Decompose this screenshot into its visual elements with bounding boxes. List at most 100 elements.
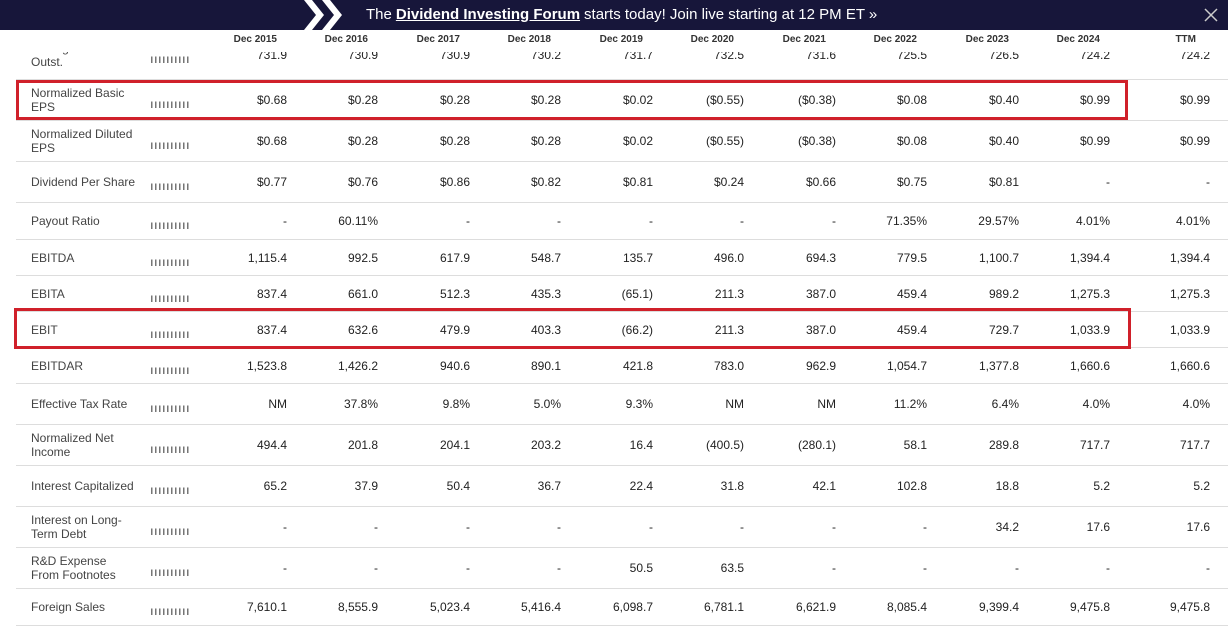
cell-value: 717.7	[1079, 438, 1110, 452]
cell-value: $0.02	[622, 93, 653, 107]
cell-value: 211.3	[714, 322, 744, 337]
cell-value: 729.7	[988, 322, 1019, 337]
cell-value: -	[283, 214, 287, 228]
cell-value: 34.2	[995, 520, 1019, 534]
cell-value: NM	[725, 397, 744, 411]
cell-value: $0.24	[713, 175, 744, 189]
cell-value: $0.28	[530, 134, 561, 148]
cell-value: 1,033.9	[1169, 322, 1210, 337]
cell-value: $0.08	[896, 134, 927, 148]
sparkline	[151, 478, 189, 494]
sparkline	[151, 357, 189, 374]
cell-value: 5.0%	[533, 397, 561, 411]
row-label: EBITA	[31, 286, 65, 301]
cell-value: 1,660.6	[1169, 358, 1210, 373]
sparkline	[151, 213, 189, 229]
table-row: R&D Expense From Footnotes - - - - 50.5 63.5 - -…	[16, 548, 1228, 589]
row-label: Effective Tax Rate	[31, 397, 128, 411]
chevron-icon	[304, 0, 342, 30]
cell-value: 9.8%	[442, 397, 470, 411]
cell-value: 494.4	[256, 438, 287, 452]
cell-value: 459.4	[896, 286, 927, 301]
table-row: Normalized Net Income 494.4 201.8 204.1 203.…	[16, 425, 1228, 466]
cell-value: -	[283, 561, 287, 575]
cell-value: 1,426.2	[337, 358, 378, 373]
table-header: Dec 2015 Dec 2016 Dec 2017 Dec 2018 Dec 2019…	[0, 30, 1228, 52]
cell-value: $0.99	[1079, 134, 1110, 148]
table-row: Dividend Per Share $0.77 $0.76 $0.86 $0.82 $0…	[16, 162, 1228, 203]
cell-value: 1,054.7	[886, 358, 927, 373]
row-label: Normalized Net Income	[31, 431, 114, 459]
cell-value: $0.77	[256, 175, 287, 189]
cell-value: 16.4	[629, 438, 653, 452]
sparkline	[151, 437, 189, 453]
row-label: EBITDAR	[31, 358, 84, 373]
cell-value: 1,115.4	[247, 250, 287, 265]
banner-link[interactable]: Dividend Investing Forum	[395, 6, 581, 23]
cell-value: 58.1	[903, 438, 927, 452]
cell-value: NM	[817, 397, 836, 411]
cell-value: 479.9	[439, 322, 470, 337]
cell-value: -	[557, 561, 561, 575]
column-header: Dec 2018	[507, 34, 551, 45]
cell-value: 1,377.8	[978, 358, 1019, 373]
cell-value: 1,275.3	[1069, 286, 1110, 301]
sparkline	[151, 133, 189, 149]
table-row: EBITDAR 1,523.8 1,426.2 940.6 890.1 421.8 783.…	[16, 348, 1228, 384]
table-row: Foreign Sales 7,610.1 8,555.9 5,023.4 5,416.…	[16, 589, 1228, 626]
cell-value: 1,394.4	[1069, 250, 1110, 265]
table-row: EBITDA 1,115.4 992.5 617.9 548.7 135.7 496.0 69…	[16, 240, 1228, 276]
sparkline	[151, 599, 189, 615]
cell-value: -	[1106, 561, 1110, 575]
banner[interactable]: The Dividend Investing Forum starts today!…	[0, 0, 1228, 30]
row-label: EBIT	[31, 322, 58, 337]
cell-value: NM	[268, 397, 287, 411]
banner-suffix: starts today! Join live starting at 12 P…	[584, 6, 878, 23]
cell-value: 4.0%	[1082, 397, 1110, 411]
cell-value: 4.01%	[1075, 214, 1110, 228]
cell-value: -	[374, 561, 378, 575]
cell-value: 22.4	[629, 479, 653, 493]
cell-value: -	[1206, 175, 1210, 189]
banner-text: The Dividend Investing Forum starts today!…	[366, 6, 877, 23]
cell-value: -	[283, 520, 287, 534]
cell-value: 6,621.9	[795, 600, 836, 614]
cell-value: 6,781.1	[703, 600, 744, 614]
cell-value: 17.6	[1086, 520, 1110, 534]
cell-value: $0.76	[347, 175, 378, 189]
cell-value: -	[557, 214, 561, 228]
cell-value: 496.0	[713, 250, 744, 265]
close-button[interactable]	[1204, 8, 1218, 22]
row-label: Interest on Long-Term Debt	[31, 513, 122, 541]
column-header: TTM	[1175, 34, 1196, 45]
row-label: EBITDA	[31, 250, 75, 265]
cell-value: 890.1	[530, 358, 561, 373]
column-header: Dec 2023	[965, 34, 1009, 45]
column-header: Dec 2016	[324, 34, 368, 45]
table-row: Interest Capitalized 65.2 37.9 50.4 36.7 22.4…	[16, 466, 1228, 507]
cell-value: -	[1015, 561, 1019, 575]
cell-value: 512.3	[439, 286, 470, 301]
cell-value: 1,660.6	[1069, 358, 1110, 373]
cell-value: 837.4	[256, 286, 287, 301]
column-header: Dec 2022	[873, 34, 917, 45]
table-row: EBIT 837.4 632.6 479.9 403.3 (66.2) 211.3 387.0…	[16, 312, 1228, 348]
cell-value: -	[374, 520, 378, 534]
cell-value: 36.7	[537, 479, 561, 493]
cell-value: -	[832, 561, 836, 575]
row-label: R&D Expense From Footnotes	[31, 554, 116, 582]
cell-value: 102.8	[896, 479, 927, 493]
sparkline	[151, 321, 189, 338]
cell-value: $0.75	[896, 175, 927, 189]
cell-value: 6.4%	[991, 397, 1019, 411]
cell-value: 203.2	[530, 438, 561, 452]
cell-value: $0.40	[988, 93, 1019, 107]
cell-value: 204.1	[439, 438, 470, 452]
cell-value: $0.81	[988, 175, 1019, 189]
cell-value: (400.5)	[705, 438, 744, 452]
cell-value: 1,033.9	[1069, 322, 1110, 337]
cell-value: 548.7	[530, 250, 561, 265]
cell-value: $0.68	[256, 134, 287, 148]
cell-value: 1,100.7	[978, 250, 1019, 265]
